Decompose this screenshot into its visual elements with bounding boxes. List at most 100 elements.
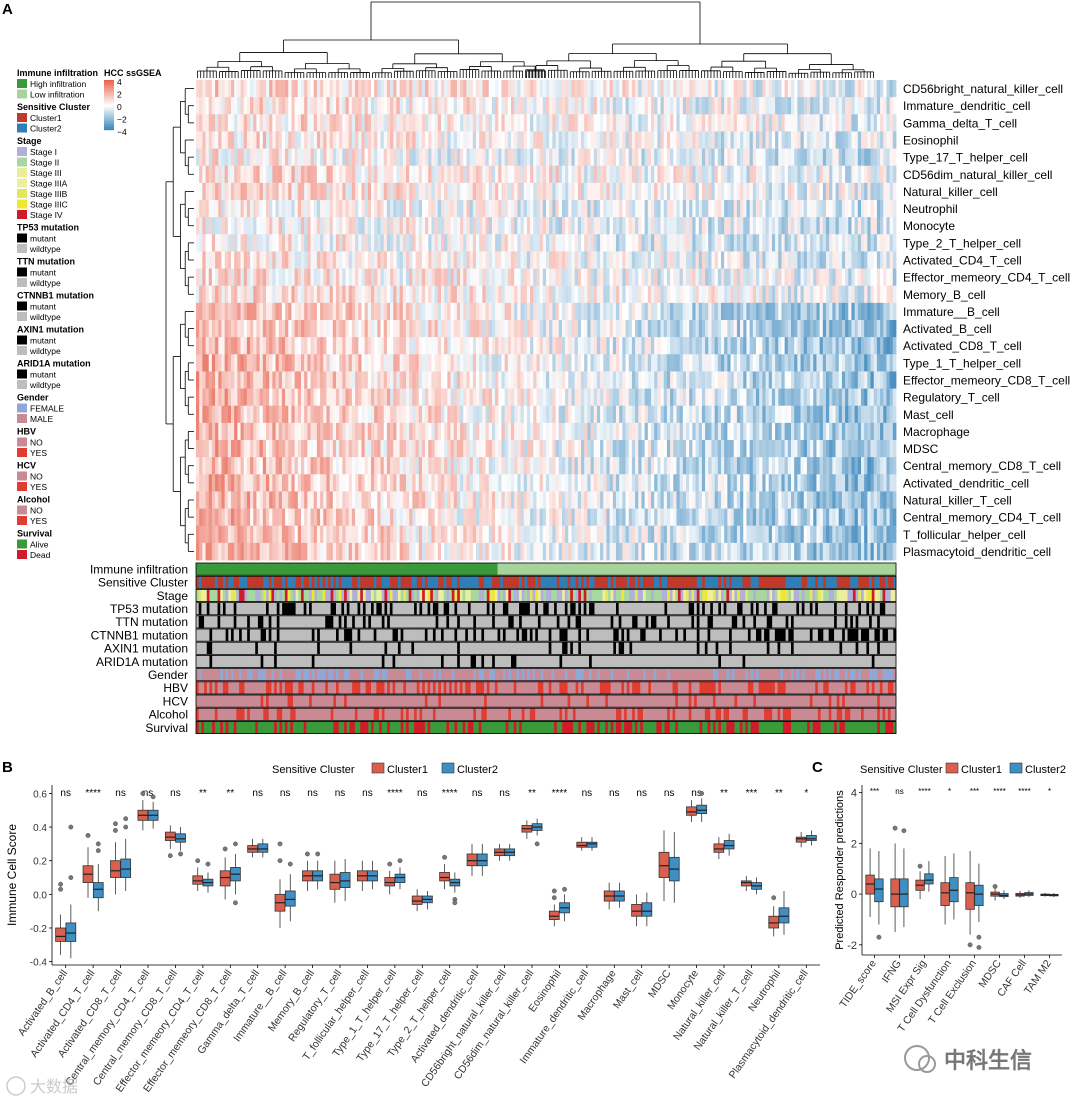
- heatmap-cell: [546, 423, 550, 441]
- heatmap-cell: [839, 337, 843, 355]
- heatmap-cell: [546, 251, 550, 269]
- heatmap-cell: [527, 131, 531, 149]
- heatmap-cell: [657, 423, 661, 441]
- heatmap-cell: [225, 337, 229, 355]
- heatmap-cell: [355, 371, 359, 389]
- heatmap-cell: [365, 200, 369, 218]
- heatmap-cell: [295, 80, 299, 98]
- heatmap-cell: [260, 149, 264, 167]
- heatmap-cell: [823, 320, 827, 338]
- heatmap-cell: [610, 251, 614, 269]
- heatmap-cell: [619, 114, 623, 132]
- heatmap-cell: [645, 303, 649, 321]
- heatmap-cell: [209, 80, 213, 98]
- heatmap-cell: [476, 389, 480, 407]
- heatmap-cell: [435, 337, 439, 355]
- heatmap-cell: [667, 423, 671, 441]
- heatmap-cell: [743, 286, 747, 304]
- heatmap-cell: [886, 251, 890, 269]
- heatmap-cell: [705, 149, 709, 167]
- heatmap-cell: [358, 166, 362, 184]
- heatmap-cell: [314, 251, 318, 269]
- heatmap-cell: [858, 114, 862, 132]
- heatmap-cell: [441, 114, 445, 132]
- heatmap-cell: [457, 320, 461, 338]
- heatmap-cell: [387, 371, 391, 389]
- heatmap-cell: [568, 97, 572, 115]
- heatmap-cell: [565, 423, 569, 441]
- heatmap-cell: [708, 286, 712, 304]
- heatmap-cell: [600, 114, 604, 132]
- heatmap-cell: [683, 131, 687, 149]
- heatmap-cell: [508, 286, 512, 304]
- heatmap-cell: [400, 423, 404, 441]
- heatmap-cell: [839, 286, 843, 304]
- heatmap-cell: [206, 269, 210, 287]
- heatmap-cell: [202, 131, 206, 149]
- heatmap-cell: [689, 423, 693, 441]
- heatmap-cell: [387, 149, 391, 167]
- heatmap-cell: [680, 337, 684, 355]
- heatmap-cell: [890, 251, 894, 269]
- heatmap-cell: [384, 131, 388, 149]
- heatmap-cell: [221, 320, 225, 338]
- heatmap-cell: [479, 149, 483, 167]
- heatmap-cell: [810, 97, 814, 115]
- heatmap-cell: [276, 149, 280, 167]
- heatmap-cell: [365, 251, 369, 269]
- heatmap-cell: [489, 286, 493, 304]
- heatmap-cell: [861, 114, 865, 132]
- heatmap-cell: [880, 234, 884, 252]
- heatmap-cell: [775, 200, 779, 218]
- heatmap-cell: [355, 303, 359, 321]
- heatmap-cell: [323, 80, 327, 98]
- heatmap-cell: [282, 166, 286, 184]
- heatmap-cell: [756, 97, 760, 115]
- heatmap-cell: [361, 354, 365, 372]
- heatmap-cell: [374, 97, 378, 115]
- heatmap-cell: [279, 406, 283, 424]
- heatmap-cell: [241, 80, 245, 98]
- heatmap-cell: [473, 200, 477, 218]
- heatmap-cell: [836, 80, 840, 98]
- heatmap-cell: [705, 337, 709, 355]
- heatmap-cell: [549, 406, 553, 424]
- heatmap-cell: [594, 371, 598, 389]
- heatmap-cell: [342, 389, 346, 407]
- heatmap-cell: [686, 371, 690, 389]
- heatmap-cell: [575, 200, 579, 218]
- heatmap-cell: [241, 406, 245, 424]
- heatmap-cell: [667, 251, 671, 269]
- heatmap-cell: [527, 354, 531, 372]
- heatmap-cell: [832, 97, 836, 115]
- heatmap-cell: [556, 371, 560, 389]
- heatmap-cell: [778, 371, 782, 389]
- heatmap-cell: [737, 337, 741, 355]
- heatmap-cell: [514, 80, 518, 98]
- heatmap-cell: [466, 269, 470, 287]
- heatmap-cell: [250, 354, 254, 372]
- heatmap-cell: [479, 423, 483, 441]
- heatmap-cell: [419, 286, 423, 304]
- heatmap-cell: [422, 423, 426, 441]
- heatmap-cell: [571, 389, 575, 407]
- heatmap-cell: [444, 354, 448, 372]
- heatmap-cell: [616, 234, 620, 252]
- heatmap-cell: [654, 114, 658, 132]
- heatmap-cell: [482, 166, 486, 184]
- heatmap-cell: [256, 217, 260, 235]
- heatmap-cell: [823, 389, 827, 407]
- heatmap-cell: [288, 183, 292, 201]
- heatmap-cell: [791, 97, 795, 115]
- heatmap-cell: [253, 80, 257, 98]
- heatmap-cell: [320, 80, 324, 98]
- heatmap-cell: [676, 251, 680, 269]
- heatmap-cell: [683, 251, 687, 269]
- heatmap-cell: [342, 97, 346, 115]
- heatmap-cell: [498, 354, 502, 372]
- heatmap-cell: [276, 234, 280, 252]
- heatmap-cell: [775, 217, 779, 235]
- heatmap-cell: [801, 114, 805, 132]
- heatmap-cell: [215, 149, 219, 167]
- heatmap-cell: [250, 149, 254, 167]
